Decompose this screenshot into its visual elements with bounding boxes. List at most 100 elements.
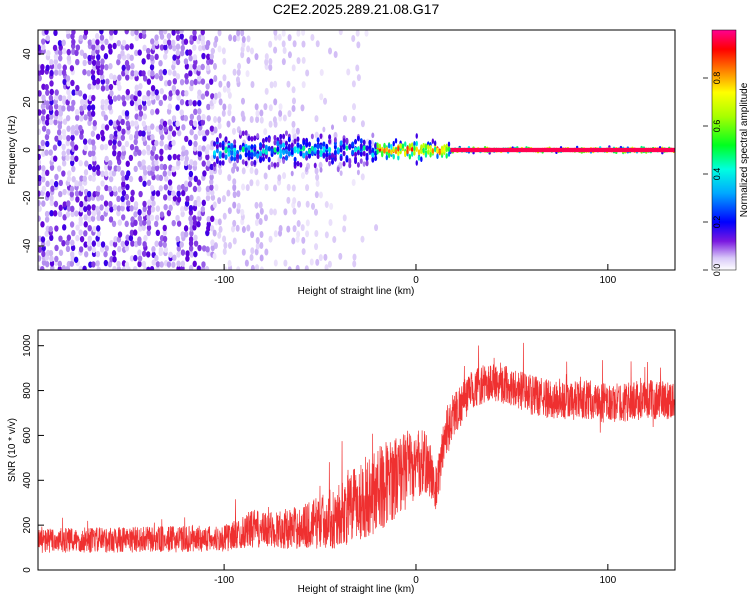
heatmap-cell [401,143,405,149]
heatmap-cell [184,63,190,70]
heatmap-cell [201,129,206,137]
heatmap-cell [230,155,234,162]
heatmap-cell [278,224,283,232]
heatmap-cell [193,133,198,141]
heatmap-cell [44,84,49,91]
heatmap-cell [128,175,134,183]
snr-x-ticks: -100 0 100 [214,564,617,586]
heatmap-cell [129,143,135,151]
heatmap-cell [192,30,197,36]
heatmap-cell [238,130,242,136]
heatmap-cell [159,155,164,162]
heatmap-y-tick-label: -40 [22,238,33,253]
heatmap-cell [278,103,283,111]
heatmap-cell [159,211,165,218]
heatmap-cell [103,104,109,111]
colorbar: 0.0 0.2 0.4 0.6 0.8 Normalized spectral ampl… [703,29,750,276]
heatmap-cell [134,49,139,57]
heatmap-cell [149,54,155,62]
heatmap-cell [163,246,169,253]
heatmap-cell [231,115,236,123]
heatmap-cell [224,146,228,152]
heatmap-cell [217,91,222,99]
heatmap-cell [154,220,159,228]
heatmap-cell [65,211,71,218]
heatmap-cell [91,246,97,254]
heatmap-cell [427,144,430,150]
heatmap-cell [168,251,173,258]
heatmap-cell [192,204,198,212]
heatmap-cell [215,147,219,154]
heatmap-y-tick-label: -20 [22,190,33,205]
heatmap-cell [422,143,425,149]
heatmap-cell [215,143,219,150]
heatmap-cell [314,115,319,123]
heatmap-cell [171,165,176,173]
heatmap-cell [79,200,84,208]
heatmap-cell [83,214,88,221]
heatmap-cell [440,147,444,154]
heatmap-cell [70,124,76,132]
heatmap-cell [232,201,237,209]
heatmap-cell [259,142,263,148]
heatmap-cell [141,159,146,166]
heatmap-cell [138,130,143,137]
heatmap-cell [325,156,329,163]
heatmap-cell [96,266,101,270]
heatmap-cell [162,194,168,201]
heatmap-cell [241,130,245,137]
heatmap-cell [279,148,283,155]
heatmap-cell [355,64,360,72]
heatmap-cell [214,35,219,43]
heatmap-cell [192,44,197,51]
heatmap-cell [133,165,138,173]
heatmap-cell [147,204,152,211]
heatmap-cell [276,161,280,168]
heatmap-cell [227,109,232,117]
heatmap-cell [65,99,70,106]
heatmap-cell [355,30,360,37]
heatmap-cell [100,103,105,111]
snr-x-axis-label: Height of straight line (km) [298,584,415,595]
heatmap-cell [193,58,198,66]
heatmap-cell [54,225,59,232]
heatmap-cell [197,244,202,252]
heatmap-cell [125,74,130,81]
heatmap-cell [180,249,186,256]
heatmap-cell [146,78,152,85]
heatmap-cell [100,98,106,106]
heatmap-cell [447,141,451,148]
heatmap-cell [171,139,176,147]
heatmap-cell [69,191,75,198]
heatmap-cell [130,120,135,127]
heatmap-cell [247,135,251,142]
heatmap-cell [282,158,286,164]
heatmap-cell [166,39,172,46]
heatmap-cell [345,138,349,145]
heatmap-cell [249,116,254,124]
heatmap-cell [316,137,320,143]
heatmap-cell [244,259,249,267]
heatmap-cell [264,183,269,191]
heatmap-cell [206,215,211,223]
heatmap-cell [162,38,168,46]
heatmap-cell [301,236,306,244]
heatmap-cell [354,146,358,153]
heatmap-cell [436,153,439,160]
heatmap-cell [278,109,283,117]
heatmap-cell [74,190,80,197]
heatmap-cell [142,75,148,82]
heatmap-cell [176,190,181,197]
heatmap-cell [38,153,41,161]
heatmap-cell [141,70,146,77]
heatmap-cell [351,178,356,186]
heatmap-cell [277,33,282,41]
heatmap-cell [329,202,334,210]
heatmap-cell [205,194,211,202]
heatmap-cell [146,125,152,132]
heatmap-cell [217,30,222,37]
heatmap-cell [108,73,114,80]
heatmap-cell [146,214,151,221]
heatmap-cell [255,115,260,123]
heatmap-cell [221,195,226,203]
